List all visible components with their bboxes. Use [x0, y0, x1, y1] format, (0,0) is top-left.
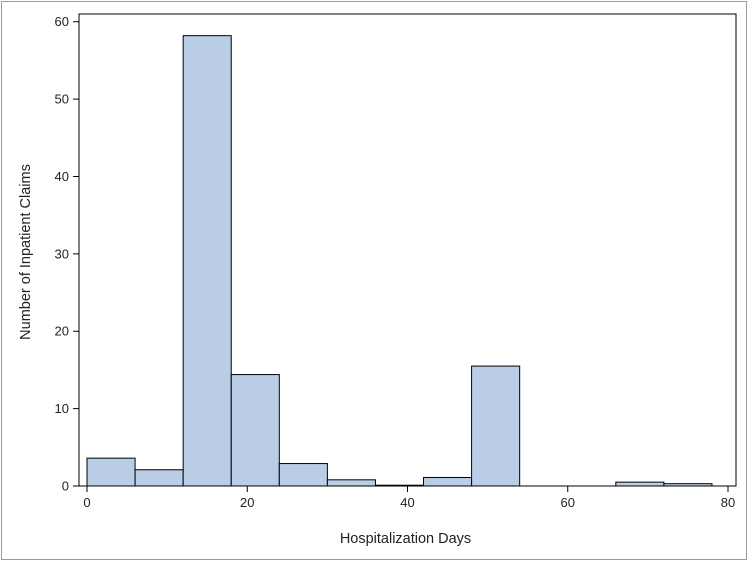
y-axis-title: Number of Inpatient Claims — [18, 164, 34, 340]
x-axis-title: Hospitalization Days — [340, 531, 471, 547]
histogram-bar-4 — [278, 463, 328, 487]
x-tick-label: 40 — [400, 495, 414, 510]
y-tick-label: 60 — [55, 14, 69, 29]
y-tick-label: 10 — [55, 401, 69, 416]
histogram-bar-11 — [615, 481, 665, 487]
histogram-bar-8 — [471, 365, 521, 487]
y-tick-label: 30 — [55, 246, 69, 261]
y-tick-label: 50 — [55, 92, 69, 107]
histogram-bar-2 — [182, 35, 232, 487]
histogram-bar-7 — [423, 476, 473, 487]
histogram-bar-5 — [326, 479, 376, 487]
x-tick-label: 80 — [721, 495, 735, 510]
bars-group — [86, 35, 713, 487]
histogram-bar-3 — [230, 374, 280, 487]
x-axis: 0 20 40 60 80 — [83, 486, 735, 510]
y-axis: 0 10 20 30 40 50 60 — [55, 14, 79, 494]
x-tick-label: 0 — [83, 495, 90, 510]
histogram-bar-1 — [134, 469, 184, 487]
histogram-bar-0 — [86, 457, 136, 487]
x-tick-label: 60 — [561, 495, 575, 510]
plot-area-border — [78, 13, 737, 487]
y-tick-label: 20 — [55, 324, 69, 339]
x-tick-label: 20 — [240, 495, 254, 510]
y-tick-label: 40 — [55, 169, 69, 184]
y-tick-label: 0 — [62, 479, 69, 494]
